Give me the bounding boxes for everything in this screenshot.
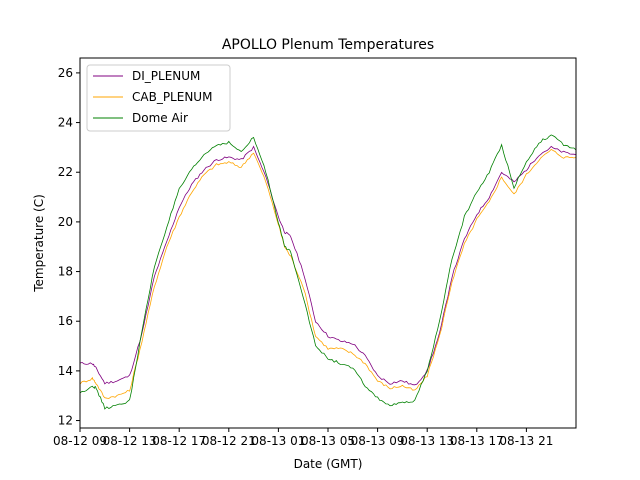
y-axis-label: Temperature (C) (32, 194, 46, 293)
x-tick-label: 08-13 05 (301, 434, 355, 448)
plot-frame (79, 57, 577, 429)
series-line-di-plenum (79, 145, 577, 386)
y-tick-label: 24 (58, 116, 73, 130)
y-tick-label: 22 (58, 165, 73, 179)
y-tick-label: 20 (58, 215, 73, 229)
x-axis-label: Date (GMT) (294, 457, 363, 471)
series-line-cab-plenum (79, 148, 577, 399)
chart-title: APOLLO Plenum Temperatures (222, 37, 434, 53)
legend-label: CAB_PLENUM (132, 90, 212, 104)
legend-label: Dome Air (132, 111, 188, 125)
legend-box (86, 64, 231, 132)
x-tick-label: 08-13 17 (450, 434, 504, 448)
y-tick-label: 14 (58, 364, 73, 378)
legend: DI_PLENUM CAB_PLENUM Dome Air (86, 64, 231, 132)
y-tick-label: 12 (58, 414, 73, 428)
y-tick-label: 26 (58, 66, 73, 80)
y-tick-label: 16 (58, 314, 73, 328)
x-tick-label: 08-12 09 (53, 434, 107, 448)
x-tick-label: 08-13 13 (400, 434, 454, 448)
x-tick-label: 08-13 21 (499, 434, 553, 448)
x-tick-label: 08-13 01 (251, 434, 305, 448)
legend-label: DI_PLENUM (132, 69, 200, 83)
series-line-dome-air (79, 134, 577, 410)
x-tick-label: 08-12 17 (152, 434, 206, 448)
x-tick-label: 08-12 13 (103, 434, 157, 448)
y-tick-label: 18 (58, 265, 73, 279)
x-tick-label: 08-12 21 (202, 434, 256, 448)
series-layer (79, 134, 577, 410)
x-tick-label: 08-13 09 (351, 434, 405, 448)
